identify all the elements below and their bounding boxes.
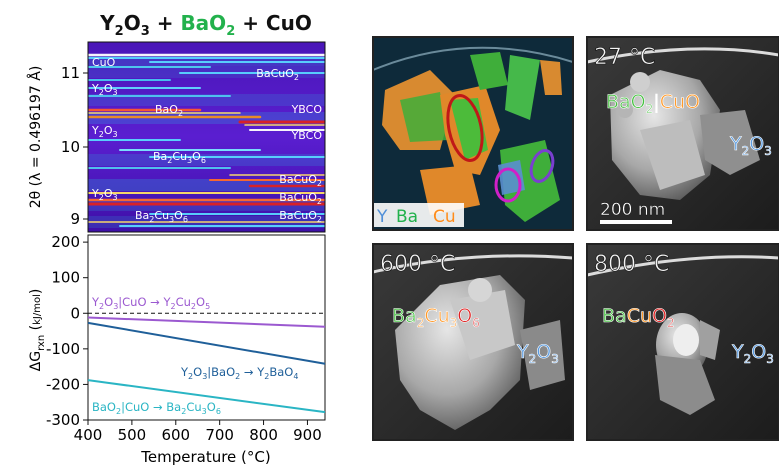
xrd-phase-label: BaCuO2: [279, 209, 322, 224]
y-tick-label: -100: [46, 340, 80, 358]
xrd-tick-label: 11: [61, 64, 80, 82]
xrd-phase-label: BaCuO2: [256, 67, 299, 82]
phase-y2o3-800c: Y2O3: [731, 341, 774, 366]
xrd-phase-label: Y2O3: [91, 82, 118, 97]
series-label-1: Y2O3|CuO → Y2Cu2O5: [91, 295, 210, 311]
xrd-tick-label: 10: [61, 138, 80, 156]
energy-series: [87, 316, 326, 414]
x-tick-label: 600: [161, 426, 190, 444]
y-tick-label: 0: [70, 304, 80, 322]
xrd-y-ticks: 11 10 9: [61, 64, 88, 228]
xrd-phase-label: YBCO: [291, 129, 323, 142]
y-tick-label: -200: [46, 375, 80, 393]
temp-800c: 800 °C: [594, 252, 669, 277]
series-line-2: [87, 321, 326, 365]
eds-map-panel: Y Ba Cu: [372, 36, 574, 231]
series-line-3: [87, 379, 326, 414]
legend-ba: Ba: [396, 207, 418, 227]
xrd-phase-label: BaCuO2: [279, 173, 322, 188]
x-tick-label: 800: [249, 426, 278, 444]
phase-label-27c: BaO2|CuO: [606, 91, 700, 116]
series-line-1: [87, 316, 326, 328]
y-tick-label: 200: [51, 233, 80, 251]
phase-label-600c: Ba2Cu3O6: [392, 305, 480, 330]
sem-panel-27c: 27 °C BaO2|CuO Y2O3 200 nm: [586, 36, 779, 231]
y-tick-label: -300: [46, 411, 80, 429]
title-bao2: BaO: [180, 11, 226, 35]
series-label-3: BaO2|CuO → Ba2Cu3O6: [92, 400, 221, 416]
xrd-phase-label: YBCO: [291, 103, 323, 116]
legend-y: Y: [376, 207, 388, 227]
x-tick-label: 500: [118, 426, 147, 444]
xrd-phase-label: Ba2Cu3O6: [153, 150, 206, 165]
xrd-phase-label: Y2O3: [91, 187, 118, 202]
temp-27c: 27 °C: [594, 45, 655, 70]
xrd-phase-label: Ba2Cu3O6: [135, 209, 188, 224]
energy-y-axis-label: ΔGrxn (kJ/mol): [28, 289, 47, 372]
xrd-phase-label: BaCuO2: [279, 191, 322, 206]
x-tick-label: 700: [205, 426, 234, 444]
y-tick-label: 100: [51, 269, 80, 287]
xrd-streaks: [88, 53, 325, 228]
series-label-2: Y2O3|BaO2 → Y2BaO4: [180, 365, 298, 381]
xrd-y-axis-label: 2θ (λ = 0.496197 Å): [27, 66, 44, 209]
legend-cu: Cu: [433, 207, 456, 227]
temp-600c: 600 °C: [380, 252, 455, 277]
energy-x-axis-label: Temperature (°C): [140, 448, 270, 466]
x-tick-label: 900: [293, 426, 322, 444]
x-tick-label: 400: [74, 426, 103, 444]
xrd-phase-label: BaO2: [155, 103, 183, 118]
xrd-heatmap: 11 10 9 2θ (λ = 0.496197 Å) CuO Y2O3 BaO2 Y2O…: [27, 41, 326, 233]
scale-bar: [600, 220, 672, 224]
sem-panel-600c: 600 °C Ba2Cu3O6 Y2O3: [372, 243, 574, 441]
sem-panel-800c: 800 °C BaCuO2 Y2O3: [586, 243, 779, 441]
figure-title: Y2O3 + BaO2 + CuO: [99, 11, 312, 39]
scale-bar-label: 200 nm: [600, 200, 665, 220]
title-cuo: CuO: [266, 11, 312, 35]
title-y2o3: Y: [99, 11, 115, 35]
xrd-phase-label: CuO: [92, 56, 116, 69]
xrd-phase-label: Y2O3: [91, 124, 118, 139]
xrd-phase-labels: CuO Y2O3 BaO2 Y2O3 Ba2Cu3O6 Y2O3 Ba2Cu3O6 BaCuO…: [91, 56, 322, 224]
phase-label-800c: BaCuO2: [602, 305, 675, 330]
xrd-tick-label: 9: [70, 210, 80, 228]
